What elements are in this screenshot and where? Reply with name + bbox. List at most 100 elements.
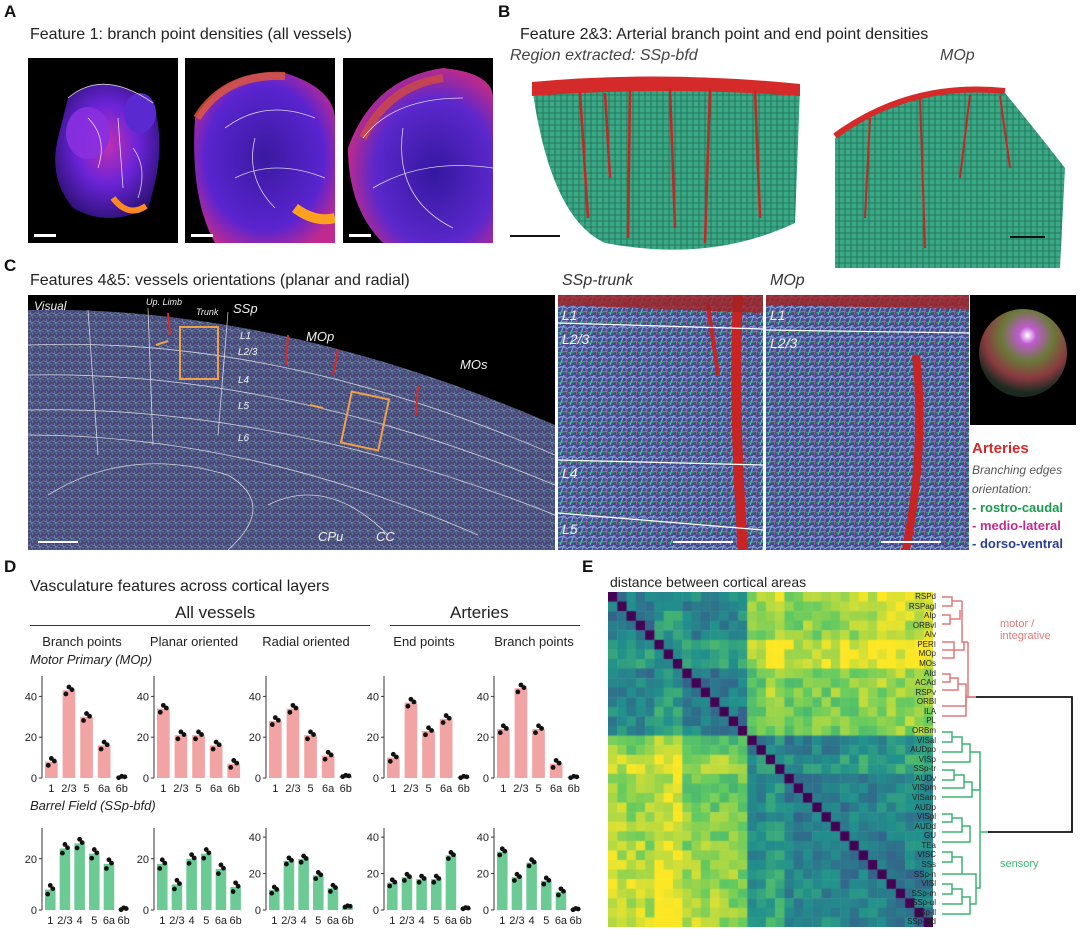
data-point (269, 722, 275, 727)
panel-a-title: Feature 1: branch point densities (all v… (30, 26, 352, 43)
data-point (177, 881, 182, 887)
data-point (162, 860, 168, 866)
bar (269, 889, 280, 910)
data-point (311, 732, 316, 737)
data-point (210, 746, 216, 752)
data-point (497, 730, 503, 736)
data-point (423, 732, 428, 738)
data-point (203, 847, 209, 852)
data-point (163, 705, 169, 711)
label-visual: Visual (34, 299, 67, 313)
data-point (503, 726, 509, 731)
x-tick-label: 1 (159, 915, 165, 927)
data-point (94, 850, 100, 856)
x-tick-label: 6a (550, 783, 563, 795)
x-tick-label: 4 (419, 915, 425, 927)
data-point (298, 859, 304, 865)
x-tick-label: 2/3 (173, 783, 188, 795)
data-point (405, 703, 411, 709)
data-point (63, 691, 69, 697)
bar (74, 843, 85, 910)
x-tick-label: 6a (215, 915, 228, 927)
area-label: VISC (917, 850, 936, 860)
bar (157, 708, 170, 778)
bar (286, 708, 300, 778)
bar-chart-4: End points 0 20 40 1 2/3 5 6a 6b (367, 634, 471, 795)
y-tick-label: 20 (25, 732, 37, 744)
y-tick-label: 40 (25, 691, 37, 703)
x-tick-label: 1 (500, 783, 506, 795)
data-point (228, 764, 234, 770)
bar-chart-6: 0 20 1 2/3 4 5 6a 6b (25, 828, 130, 927)
data-point (181, 732, 187, 737)
data-point (446, 856, 451, 862)
label-l23: L2/3 (238, 347, 258, 358)
data-point (157, 866, 163, 871)
label-l6: L6 (238, 433, 250, 444)
bar (327, 888, 339, 910)
data-point (77, 836, 83, 842)
data-point (91, 847, 97, 852)
x-tick-label: 6a (555, 915, 568, 927)
zoom-mop: L1 L2/3 (766, 295, 969, 550)
data-point (60, 850, 65, 856)
data-point (521, 685, 527, 691)
dendrogram (942, 596, 1073, 915)
data-point (289, 857, 294, 863)
data-point (218, 862, 224, 868)
x-tick-label: 2/3 (281, 915, 296, 927)
data-point (233, 880, 239, 886)
bar (526, 862, 537, 910)
x-tick-label: 5 (195, 783, 201, 795)
x-tick-label: 6b (228, 783, 240, 795)
bar-chart-1: Branch points 0 20 40 1 2/3 5 6a 6b (25, 634, 129, 795)
y-tick-label: 0 (483, 905, 489, 917)
bar (80, 716, 93, 778)
x-tick-label: 5 (307, 783, 313, 795)
data-point (199, 732, 204, 737)
bar (298, 858, 309, 910)
data-point (193, 736, 198, 742)
data-point (429, 728, 434, 733)
bar-chart-8: 0 20 40 1 2/3 4 5 6a 6b (249, 828, 354, 927)
bar (103, 863, 115, 910)
area-label: RSPv (915, 687, 936, 697)
area-label: AUDv (915, 773, 936, 783)
x-tick-label: 6b (340, 783, 352, 795)
area-label: VISl (921, 879, 936, 889)
panel-letter-c: C (4, 256, 17, 275)
data-point (561, 888, 566, 894)
label-trunk: Trunk (196, 307, 219, 317)
area-label: GU (924, 831, 936, 841)
area-label: VISp (918, 754, 936, 764)
data-point (411, 699, 417, 705)
x-tick-label: 5 (91, 915, 97, 927)
x-tick-label: 5 (535, 783, 541, 795)
data-point (393, 754, 399, 760)
x-tick-label: 6b (341, 915, 353, 927)
bar-chart-10: 0 20 40 1 2/3 4 5 6a 6b (477, 828, 582, 927)
chart-title: Planar oriented (150, 634, 238, 649)
x-tick-label: 2/3 (57, 915, 72, 927)
area-label: PL (926, 716, 936, 726)
x-tick-label: 5 (203, 915, 209, 927)
data-point (431, 879, 437, 885)
bar (541, 880, 552, 910)
area-label: SSs (921, 860, 936, 869)
data-point (45, 891, 51, 897)
y-tick-label: 0 (373, 905, 379, 917)
y-tick-label: 20 (137, 732, 149, 744)
area-labels: RSPd RSPagl AIp ORBvl AIv PERI MOp MOs AId ACAd RS… (896, 592, 940, 927)
data-point (230, 889, 236, 894)
group-all-vessels: All vessels (175, 603, 256, 622)
bar (201, 853, 212, 910)
bar (404, 702, 418, 778)
ssp-bfd-3d-render (510, 68, 810, 268)
y-tick-label: 20 (477, 869, 489, 881)
area-label: ORBvl (912, 620, 936, 630)
data-point (550, 764, 556, 770)
x-tick-label: 6a (210, 783, 223, 795)
x-tick-label: 5 (83, 783, 89, 795)
label-mos: MOs (460, 357, 488, 372)
